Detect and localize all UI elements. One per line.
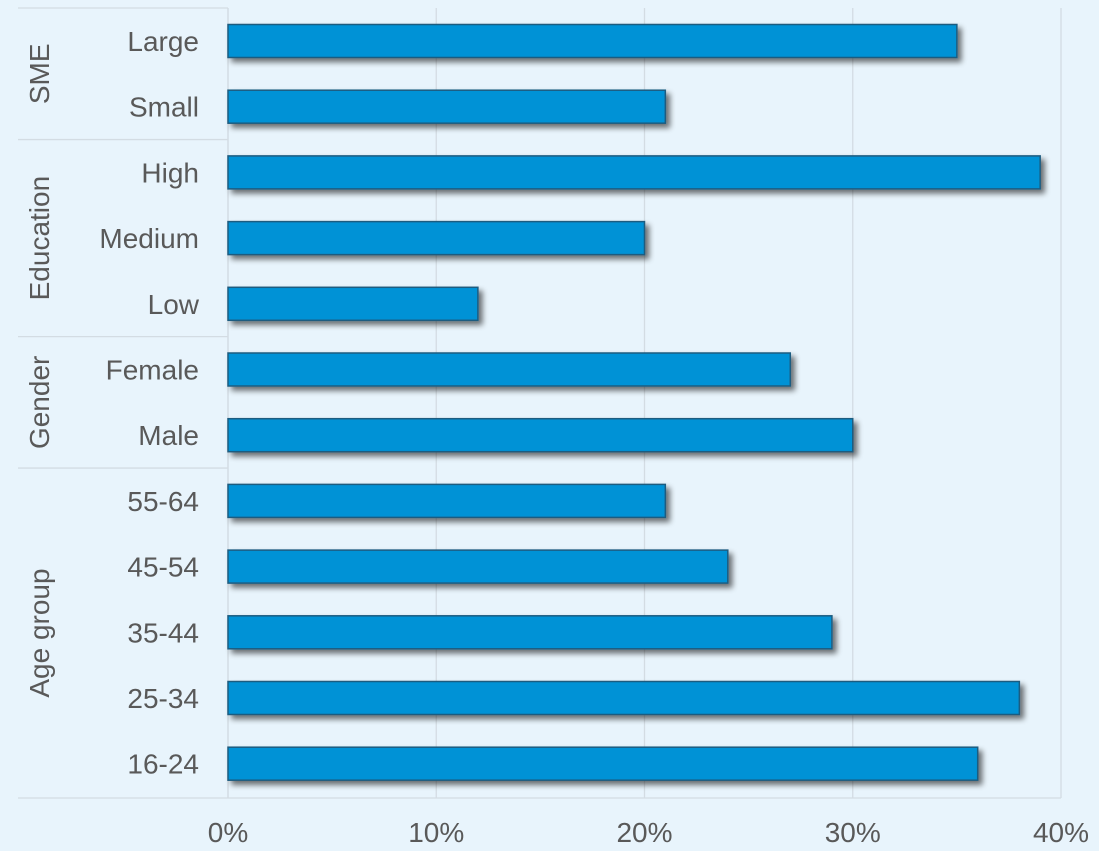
category-label: Medium (99, 223, 199, 254)
bar-female (228, 353, 790, 386)
group-label-sme: SME (24, 43, 55, 104)
category-label: Low (148, 289, 200, 320)
category-label: Female (106, 355, 199, 386)
x-tick-label: 10% (408, 817, 464, 848)
bar-25-34 (228, 682, 1019, 715)
x-tick-label: 0% (208, 817, 248, 848)
bar-large (228, 25, 957, 58)
bar-35-44 (228, 616, 832, 649)
group-label-education: Education (24, 176, 55, 301)
category-label: 25-34 (127, 683, 199, 714)
gridlines (18, 8, 1061, 798)
x-tick-label: 40% (1033, 817, 1089, 848)
category-label: Large (127, 26, 199, 57)
bar-high (228, 156, 1040, 189)
category-label: 35-44 (127, 617, 199, 648)
bars (228, 25, 1040, 781)
group-label-age-group: Age group (24, 568, 55, 697)
x-tick-label: 20% (616, 817, 672, 848)
category-label: 16-24 (127, 749, 199, 780)
category-label: 45-54 (127, 552, 199, 583)
x-axis-tick-labels: 0% 10% 20% 30% 40% (208, 817, 1089, 848)
bar-small (228, 90, 665, 123)
bar-medium (228, 222, 645, 255)
x-tick-label: 30% (825, 817, 881, 848)
category-label: Male (138, 420, 199, 451)
bar-55-64 (228, 484, 665, 517)
bar-16-24 (228, 747, 978, 780)
category-label: Small (129, 92, 199, 123)
bar-45-54 (228, 550, 728, 583)
bar-male (228, 419, 853, 452)
bar-low (228, 287, 478, 320)
category-label: High (141, 157, 199, 188)
category-label: 55-64 (127, 486, 199, 517)
group-label-gender: Gender (24, 356, 55, 449)
